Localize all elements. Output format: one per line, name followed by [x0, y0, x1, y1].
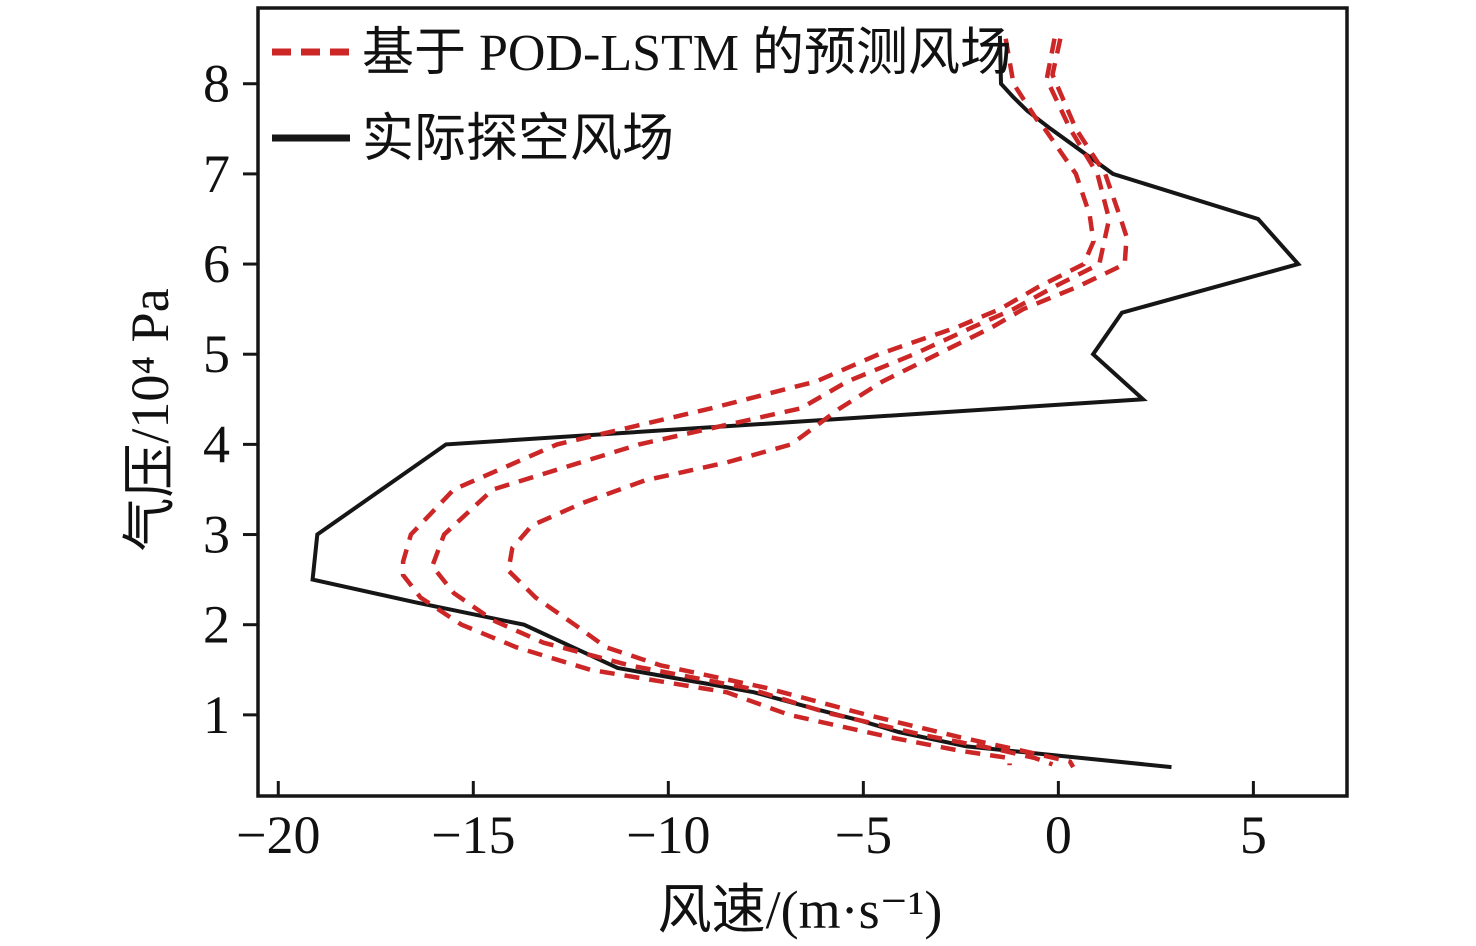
series-line-pred2 [429, 38, 1112, 767]
x-tick-label: −5 [835, 805, 892, 865]
plot-border [256, 6, 1349, 798]
y-axis-title: 气压/10⁴ Pa [120, 288, 180, 551]
y-tick-label: 4 [203, 414, 230, 474]
x-tick-label: −20 [236, 805, 320, 865]
x-tick-label: 5 [1240, 805, 1267, 865]
axis-ticks: −20 −15 −10 −5 0 5 1 2 3 4 5 6 7 8 [203, 54, 1267, 865]
series-lines [310, 35, 1302, 770]
y-tick-label: 1 [203, 685, 230, 745]
x-tick-label: 0 [1045, 805, 1072, 865]
legend-label-predicted: 基于 POD-LSTM 的预测风场 [362, 25, 1012, 82]
x-axis-title: 风速/(m·s⁻¹) [658, 880, 943, 940]
legend-item-actual: 实际探空风场 [272, 111, 674, 168]
y-tick-label: 2 [203, 595, 230, 655]
y-tick-label: 5 [203, 324, 230, 384]
y-tick-label: 6 [203, 234, 230, 294]
legend: 基于 POD-LSTM 的预测风场 实际探空风场 [272, 25, 1012, 168]
x-tick-label: −10 [626, 805, 710, 865]
series-line-pred1 [400, 38, 1096, 766]
y-tick-label: 8 [203, 54, 230, 114]
y-tick-label: 7 [203, 144, 230, 204]
legend-item-predicted: 基于 POD-LSTM 的预测风场 [272, 25, 1012, 82]
legend-label-actual: 实际探空风场 [362, 111, 674, 168]
series-line-pred3 [505, 38, 1129, 769]
y-tick-label: 3 [203, 505, 230, 565]
x-tick-label: −15 [431, 805, 515, 865]
